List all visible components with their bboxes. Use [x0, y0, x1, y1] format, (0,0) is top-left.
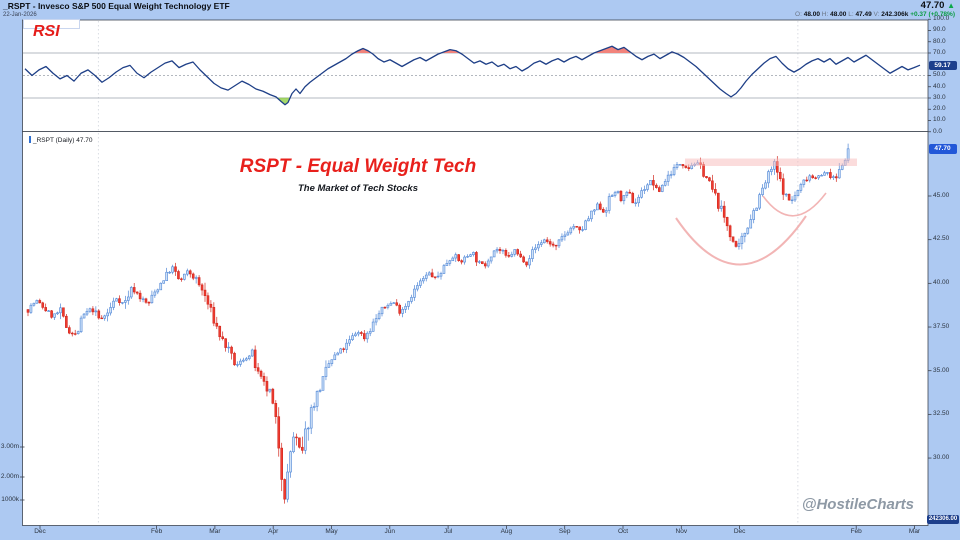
high-label: H: — [821, 10, 829, 18]
month-label: Dec — [733, 528, 746, 535]
rsi-axis-label: 0.0 — [933, 127, 943, 135]
month-label: Oct — [617, 528, 629, 535]
month-label: Apr — [268, 528, 279, 535]
price-axis-label: 45.00 — [933, 191, 950, 199]
volume-axis-label: 2.00m — [0, 472, 19, 480]
price-axis-label: 42.50 — [933, 235, 950, 243]
chart-date: 22-Jan-2026 — [3, 12, 37, 18]
low-label: L: — [848, 10, 854, 18]
month-label: Aug — [500, 528, 513, 535]
rsi-axis-label: 50.0 — [933, 71, 946, 79]
volume-axis-label: 1000k — [1, 495, 19, 503]
month-label: Sep — [558, 528, 571, 535]
volume-axis-label: 3.00m — [0, 442, 19, 450]
series-label-text: _RSPT (Daily) 47.70 — [33, 136, 93, 144]
price-axis-label: 32.50 — [933, 410, 950, 418]
high-value: 48.00 — [830, 10, 847, 18]
last-price: 47.70 ▲ — [921, 1, 955, 11]
chart-title: RSPT - Equal Weight Tech — [239, 156, 477, 177]
price-axis-label: 35.00 — [933, 366, 950, 374]
rsi-pane-title: RSI — [33, 23, 60, 40]
symbol-title: _RSPT - Invesco S&P 500 Equal Weight Tec… — [3, 1, 230, 11]
price-axis-label: 40.00 — [933, 279, 950, 287]
month-label: Jun — [384, 528, 396, 535]
chart-subtitle: The Market of Tech Stocks — [297, 183, 418, 194]
volume-label: V: — [873, 10, 880, 18]
candlestick-series — [26, 143, 850, 504]
cup-and-handle-annotation — [675, 158, 857, 266]
rsi-axis-label: 40.0 — [933, 82, 946, 90]
month-label: May — [325, 528, 338, 535]
open-label: O: — [795, 10, 802, 18]
rsi-axis-label: 70.0 — [933, 48, 946, 56]
rsi-axis-label: 90.0 — [933, 26, 946, 34]
price-axis-label: 37.50 — [933, 322, 950, 330]
price-badge: 47.70 — [928, 144, 957, 154]
legend-box — [23, 19, 80, 29]
candle-icon — [29, 135, 31, 143]
month-label: Mar — [908, 528, 921, 535]
volume-value: 242.306k — [881, 10, 909, 18]
month-label: Feb — [150, 528, 163, 535]
rsi-axis-label: 80.0 — [933, 37, 946, 45]
rsi-axis-label: 100.0 — [933, 15, 950, 23]
rsi-axis-label: 30.0 — [933, 93, 946, 101]
open-value: 48.00 — [803, 10, 820, 18]
rsi-line — [24, 45, 921, 106]
last-price-value: 47.70 — [920, 0, 945, 11]
series-label[interactable]: _RSPT (Daily) 47.70 — [29, 135, 93, 145]
rsi-axis-label: 20.0 — [933, 105, 946, 113]
change-value: +0.37 (+0.78%) — [910, 10, 955, 18]
month-label: Dec — [34, 528, 46, 535]
month-label: Mar — [209, 528, 221, 535]
up-arrow-icon: ▲ — [947, 1, 955, 10]
month-label: Nov — [675, 528, 688, 535]
low-value: 47.49 — [855, 10, 872, 18]
price-axis-label: 30.00 — [933, 453, 950, 461]
month-label: Jul — [443, 528, 453, 535]
volume-badge: 242306.00 — [927, 514, 959, 524]
rsi-value-badge: 59.17 — [928, 60, 957, 70]
watermark: @HostileCharts — [801, 496, 914, 513]
month-label: Feb — [850, 528, 862, 535]
rsi-axis-label: 10.0 — [933, 116, 946, 124]
ohlcv-readout: O: 48.00 H: 48.00 L: 47.49 V: 242.306k +… — [795, 10, 955, 19]
